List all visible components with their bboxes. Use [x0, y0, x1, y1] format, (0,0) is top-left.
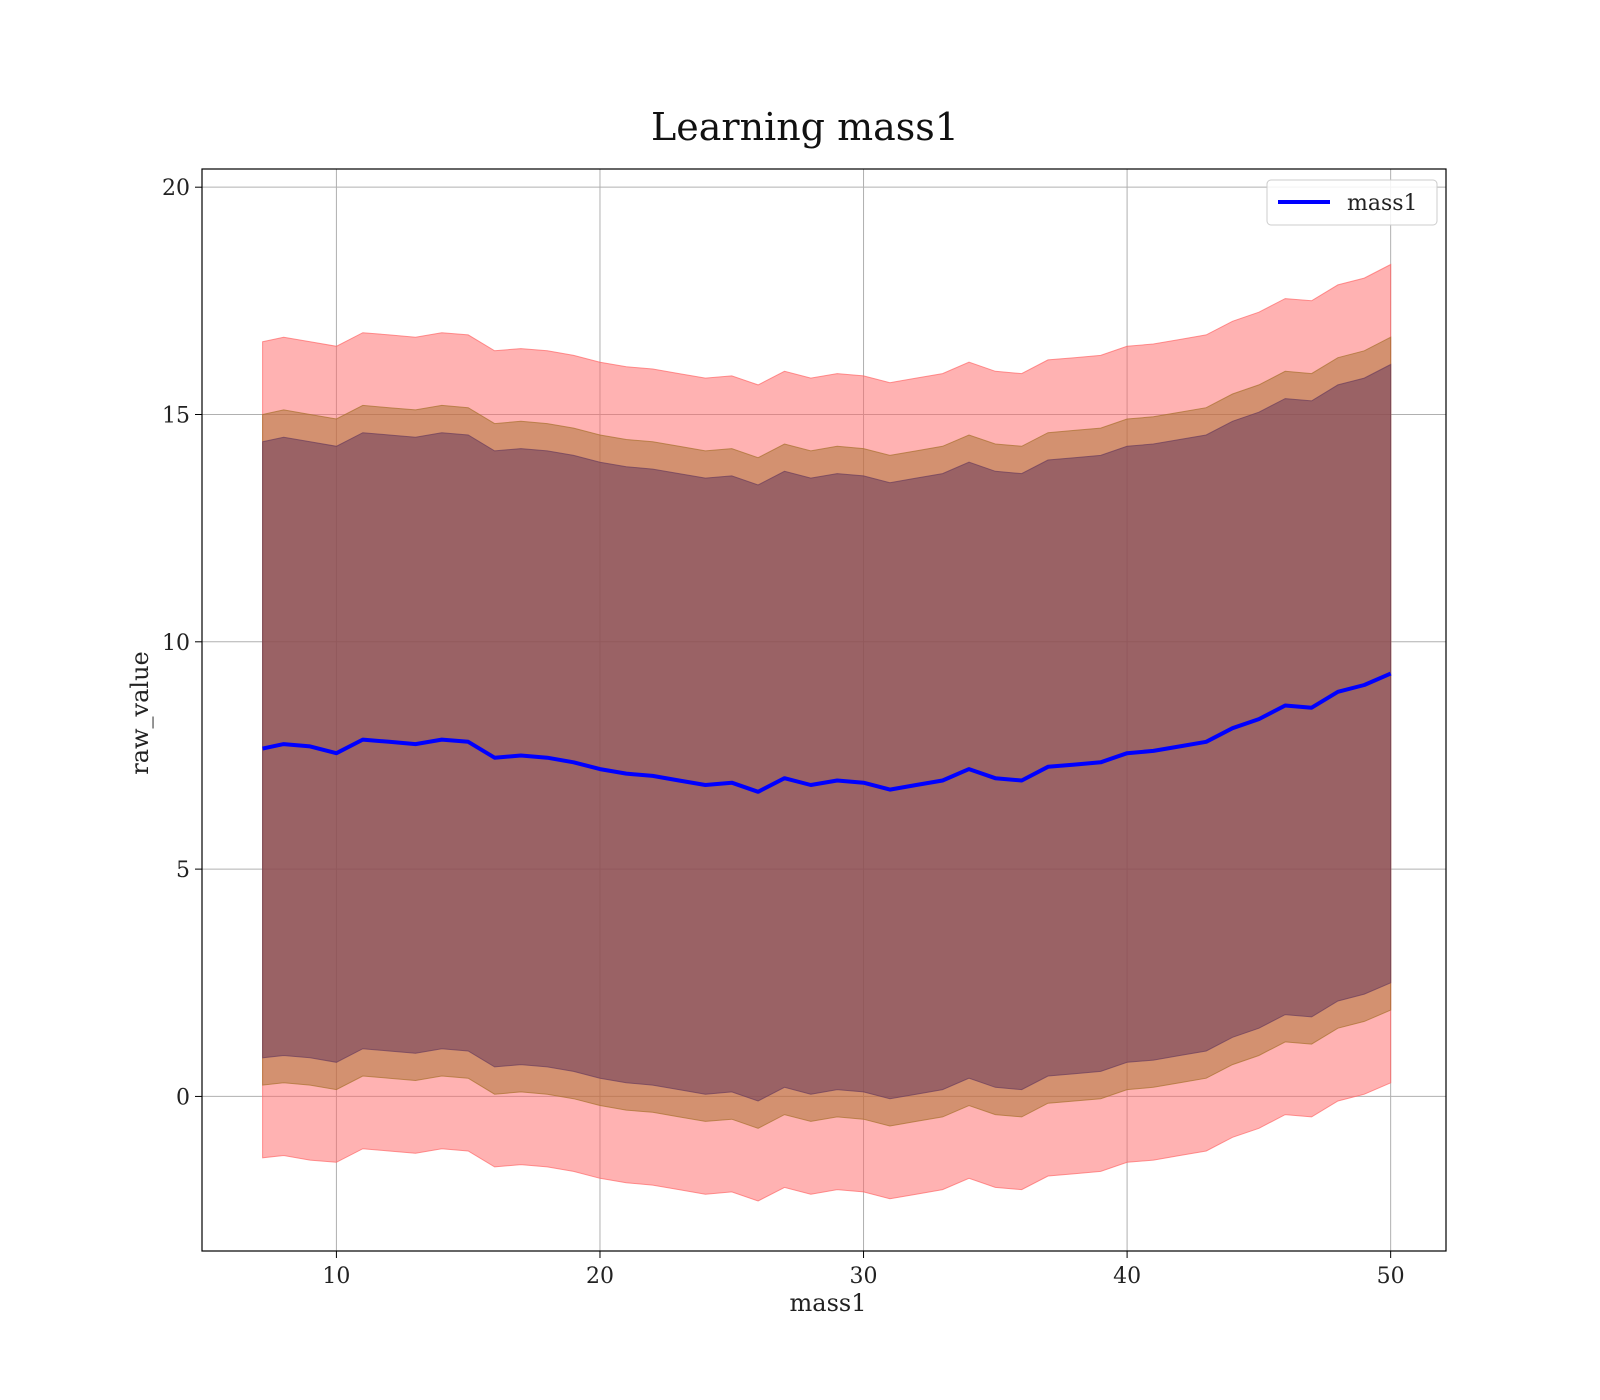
x-tick-label: 50	[1377, 1264, 1405, 1289]
y-tick-label: 10	[162, 631, 190, 656]
bands	[262, 263, 1392, 1202]
x-tick-label: 30	[850, 1264, 878, 1289]
legend-label: mass1	[1347, 191, 1418, 216]
y-tick-label: 20	[162, 176, 190, 201]
series-line-0	[262, 671, 1392, 794]
legend-box	[1266, 179, 1438, 226]
y-tick-label: 0	[176, 1085, 190, 1110]
legend: mass1	[1266, 179, 1438, 226]
x-axis-label: mass1	[790, 1289, 867, 1317]
x-tick-label: 40	[1113, 1264, 1141, 1289]
chart-title: Learning mass1	[651, 105, 959, 149]
y-tick-label: 15	[162, 403, 190, 428]
plot-frame	[201, 168, 1447, 1252]
y-tick-label: 5	[176, 858, 190, 883]
x-tick-label: 10	[322, 1264, 350, 1289]
y-axis-label: raw_value	[126, 651, 154, 775]
series-lines	[262, 671, 1392, 794]
axis-ticks: 10 20 30 40 50 0 5 10 15 20	[162, 176, 1405, 1289]
x-tick-label: 20	[586, 1264, 614, 1289]
band-2	[262, 363, 1392, 1102]
